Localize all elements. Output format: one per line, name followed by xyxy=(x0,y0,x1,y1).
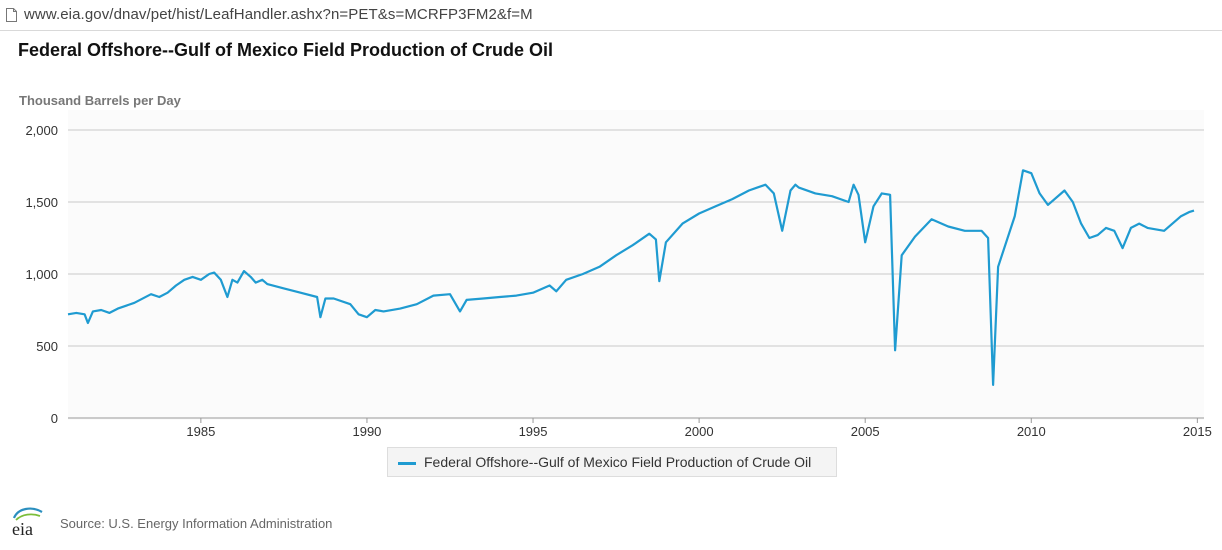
legend[interactable]: Federal Offshore--Gulf of Mexico Field P… xyxy=(387,447,837,477)
page-icon xyxy=(6,8,17,22)
address-bar[interactable]: www.eia.gov/dnav/pet/hist/LeafHandler.as… xyxy=(0,0,1222,31)
x-tick-label: 2000 xyxy=(685,424,714,439)
legend-label: Federal Offshore--Gulf of Mexico Field P… xyxy=(424,454,812,470)
x-tick-label: 2010 xyxy=(1017,424,1046,439)
y-tick-label: 500 xyxy=(36,339,58,354)
x-tick-label: 2005 xyxy=(851,424,880,439)
source-text: Source: U.S. Energy Information Administ… xyxy=(60,516,333,531)
eia-logo-text: eia xyxy=(12,519,33,538)
plot-area xyxy=(68,110,1204,420)
y-axis-ticks: 0 500 1,000 1,500 2,000 xyxy=(25,123,58,426)
y-axis-unit-label: Thousand Barrels per Day xyxy=(19,93,181,108)
x-tick-label: 2015 xyxy=(1183,424,1212,439)
series-line xyxy=(67,169,1195,386)
eia-logo-icon: eia xyxy=(12,507,43,538)
series-group xyxy=(67,169,1195,386)
line-chart: 0 500 1,000 1,500 2,000 1985 1990 1995 2000 2005… xyxy=(25,110,1212,439)
legend-swatch xyxy=(398,462,416,465)
x-axis: 1985 1990 1995 2000 2005 2010 2015 xyxy=(68,417,1212,439)
chart-title: Federal Offshore--Gulf of Mexico Field P… xyxy=(18,40,554,60)
x-tick-label: 1985 xyxy=(186,424,215,439)
y-tick-label: 0 xyxy=(51,411,58,426)
x-tick-label: 1995 xyxy=(519,424,548,439)
url-text: www.eia.gov/dnav/pet/hist/LeafHandler.as… xyxy=(24,6,533,23)
y-tick-label: 2,000 xyxy=(25,123,58,138)
x-tick-label: 1990 xyxy=(352,424,381,439)
y-tick-label: 1,000 xyxy=(25,267,58,282)
y-tick-label: 1,500 xyxy=(25,195,58,210)
